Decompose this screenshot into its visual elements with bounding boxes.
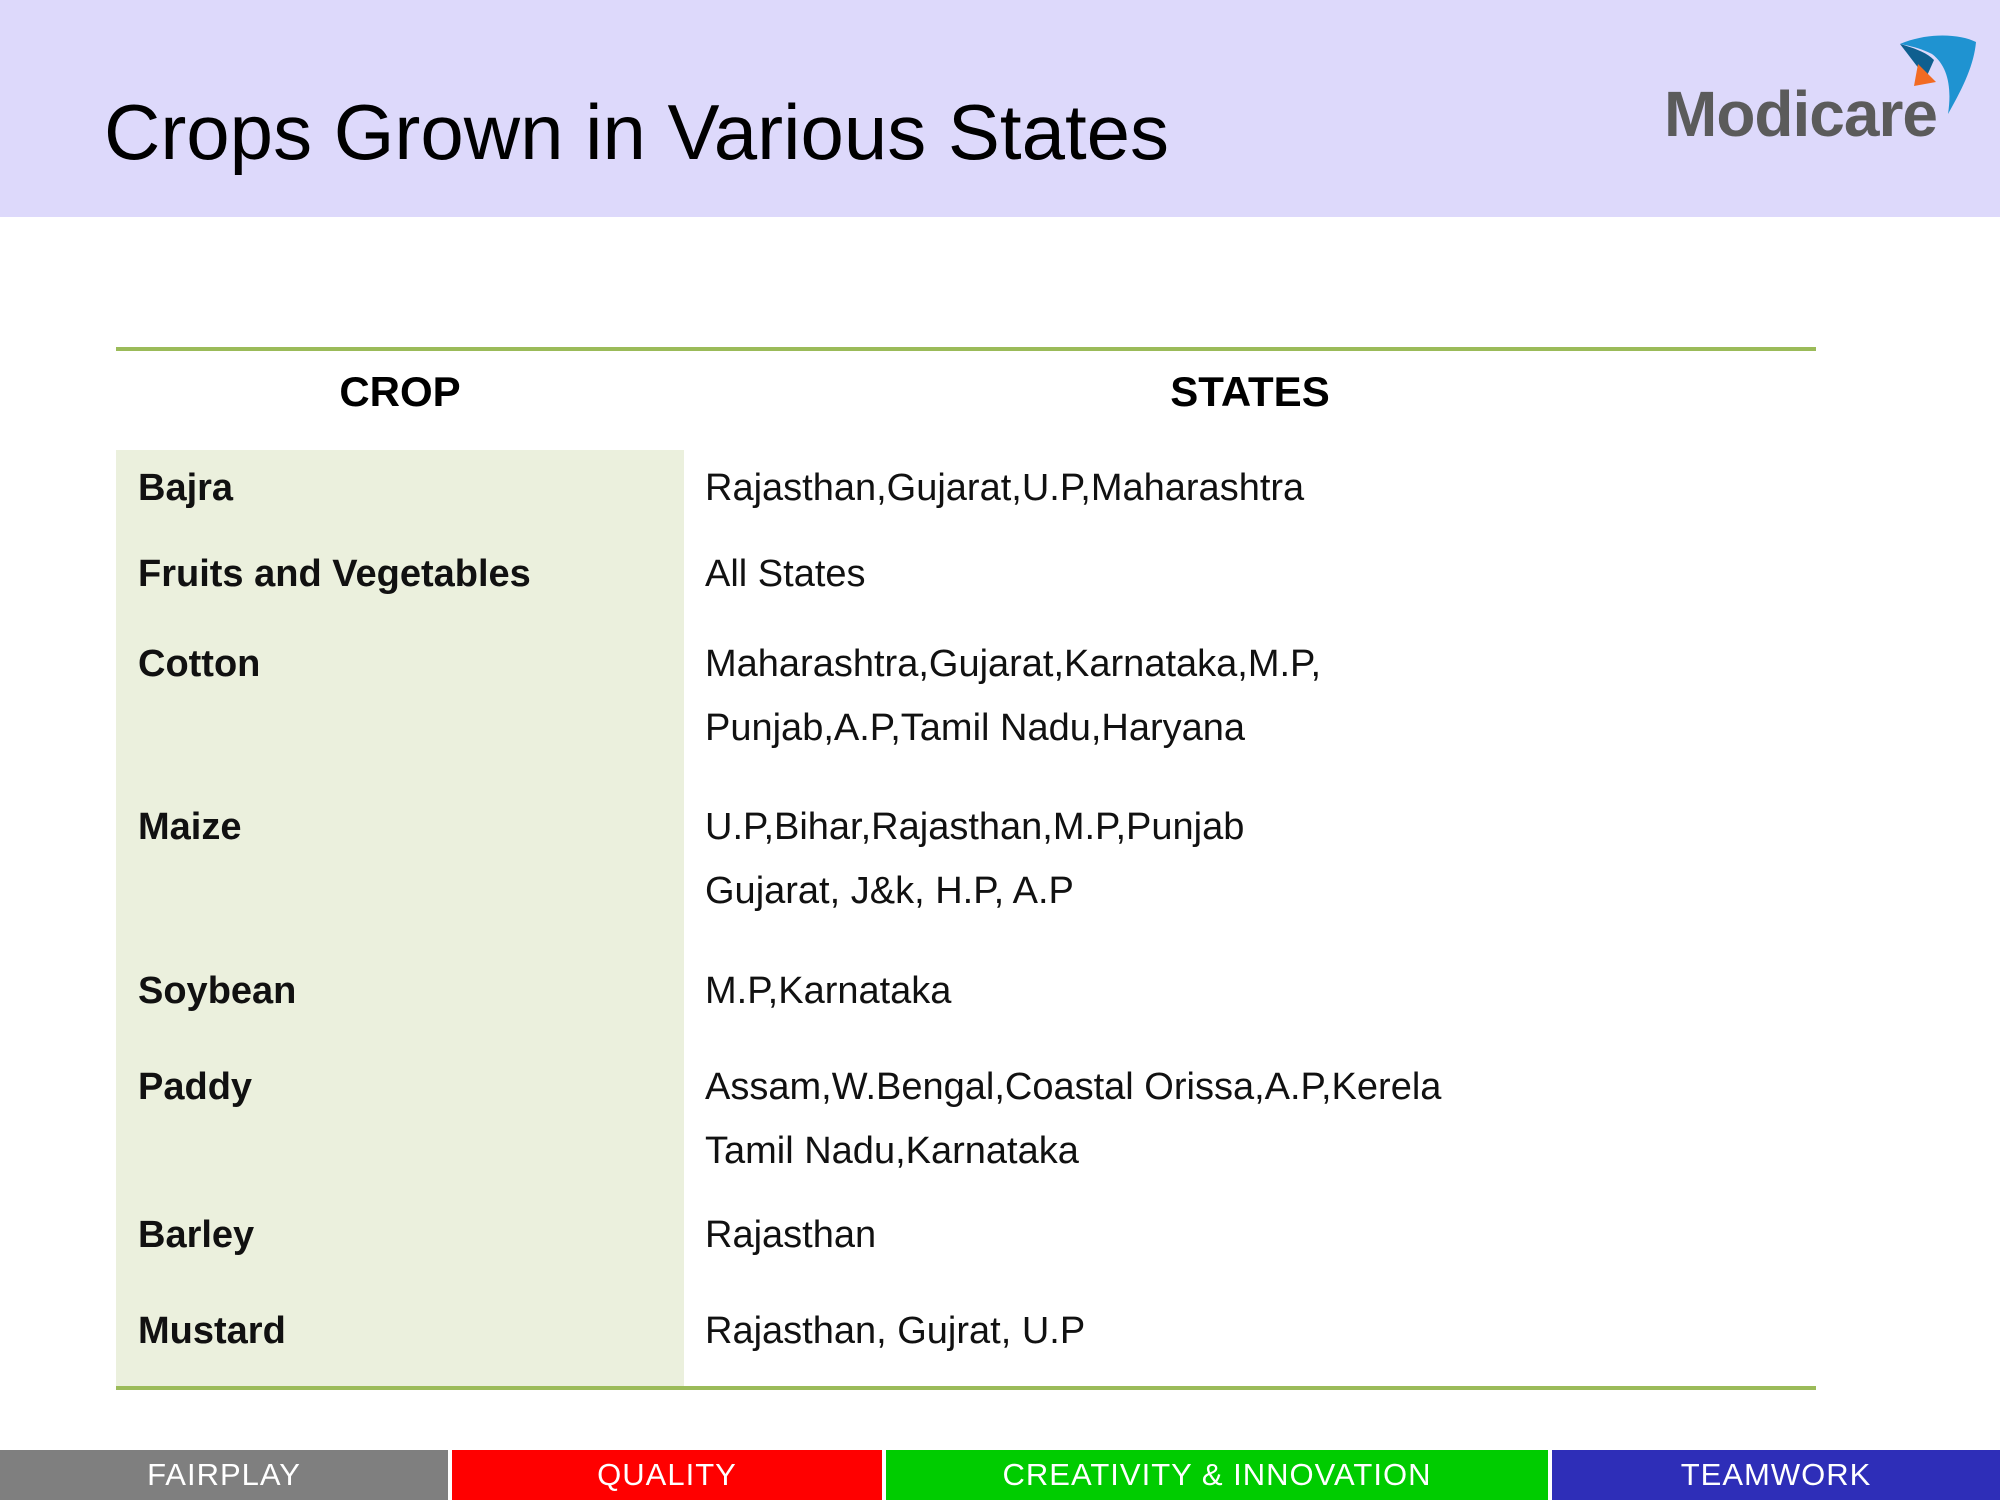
crop-states: Rajasthan xyxy=(705,1203,876,1267)
footer-value-teamwork: TEAMWORK xyxy=(1552,1450,2000,1500)
states-line: Rajasthan xyxy=(705,1214,877,1256)
crop-name: Bajra xyxy=(138,467,234,509)
crop-states: Assam,W.Bengal,Coastal Orissa,A.P,Kerela… xyxy=(705,1055,1441,1183)
slide-header: Crops Grown in Various States Modicare xyxy=(0,0,2000,217)
table-top-rule xyxy=(116,347,1816,351)
states-line: M.P,Karnataka xyxy=(705,970,952,1012)
crop-states: Maharashtra,Gujarat,Karnataka,M.P, Punja… xyxy=(705,632,1321,760)
crop-name: Barley xyxy=(138,1214,255,1256)
table-bottom-rule xyxy=(116,1386,1816,1390)
crop-name: Mustard xyxy=(138,1310,286,1352)
crop-name: Soybean xyxy=(138,970,297,1012)
crop-states: U.P,Bihar,Rajasthan,M.P,Punjab Gujarat, … xyxy=(705,795,1244,923)
states-line: Assam,W.Bengal,Coastal Orissa,A.P,Kerela xyxy=(705,1066,1442,1108)
crop-states: M.P,Karnataka xyxy=(705,959,951,1023)
crop-states: All States xyxy=(705,542,866,606)
crop-states: Rajasthan,Gujarat,U.P,Maharashtra xyxy=(705,456,1304,520)
crop-name: Cotton xyxy=(138,643,261,685)
modicare-swoosh-logo-icon xyxy=(1900,35,1976,114)
slide-title: Crops Grown in Various States xyxy=(104,88,1169,176)
values-footer-bar: FAIRPLAY QUALITY CREATIVITY & INNOVATION… xyxy=(0,1450,2000,1500)
crop-name: Maize xyxy=(138,806,242,848)
crop-column-header: CROP xyxy=(339,368,461,415)
crop-name: Fruits and Vegetables xyxy=(138,553,531,595)
footer-value-fairplay: FAIRPLAY xyxy=(0,1450,448,1500)
modicare-logo: Modicare xyxy=(1660,30,1980,150)
states-line: Gujarat, J&k, H.P, A.P xyxy=(705,870,1074,912)
states-line: Maharashtra,Gujarat,Karnataka,M.P, xyxy=(705,643,1322,685)
states-line: Rajasthan,Gujarat,U.P,Maharashtra xyxy=(705,467,1305,509)
crop-states: Rajasthan, Gujrat, U.P xyxy=(705,1299,1085,1363)
footer-value-quality: QUALITY xyxy=(452,1450,882,1500)
crop-name: Paddy xyxy=(138,1066,253,1108)
states-line: U.P,Bihar,Rajasthan,M.P,Punjab xyxy=(705,806,1245,848)
crop-column-background xyxy=(116,450,684,1386)
footer-value-creativity-innovation: CREATIVITY & INNOVATION xyxy=(886,1450,1548,1500)
states-line: Punjab,A.P,Tamil Nadu,Haryana xyxy=(705,707,1246,749)
states-line: All States xyxy=(705,553,866,595)
states-line: Tamil Nadu,Karnataka xyxy=(705,1130,1079,1172)
states-line: Rajasthan, Gujrat, U.P xyxy=(705,1310,1086,1352)
logo-text: Modicare xyxy=(1664,78,1938,150)
states-column-header: STATES xyxy=(1170,368,1330,415)
